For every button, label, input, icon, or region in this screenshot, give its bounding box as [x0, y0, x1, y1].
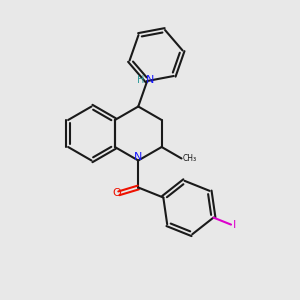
Text: CH₃: CH₃	[183, 154, 197, 163]
Text: I: I	[232, 220, 236, 230]
Text: N: N	[134, 152, 142, 162]
Text: H: H	[137, 74, 144, 85]
Text: O: O	[112, 188, 121, 198]
Text: N: N	[146, 74, 154, 85]
